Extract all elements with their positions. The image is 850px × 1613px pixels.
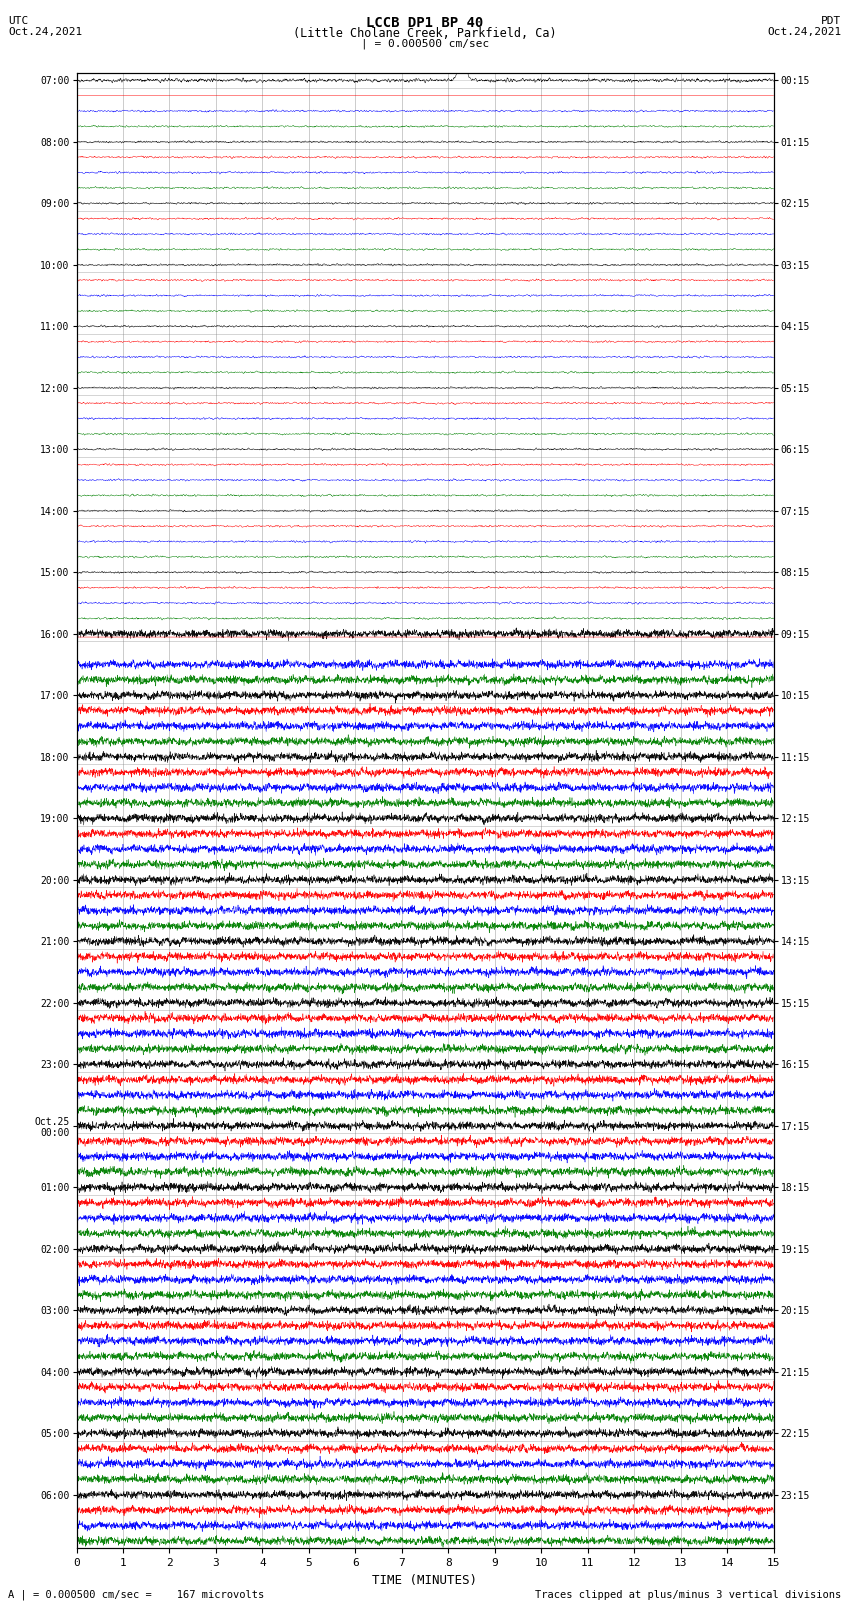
Text: A | = 0.000500 cm/sec =    167 microvolts: A | = 0.000500 cm/sec = 167 microvolts [8,1589,264,1600]
Text: UTC: UTC [8,16,29,26]
Text: Oct.24,2021: Oct.24,2021 [8,27,82,37]
X-axis label: TIME (MINUTES): TIME (MINUTES) [372,1574,478,1587]
Text: | = 0.000500 cm/sec: | = 0.000500 cm/sec [361,39,489,50]
Text: (Little Cholane Creek, Parkfield, Ca): (Little Cholane Creek, Parkfield, Ca) [293,27,557,40]
Text: LCCB DP1 BP 40: LCCB DP1 BP 40 [366,16,484,31]
Text: Oct.24,2021: Oct.24,2021 [768,27,842,37]
Text: PDT: PDT [821,16,842,26]
Text: Traces clipped at plus/minus 3 vertical divisions: Traces clipped at plus/minus 3 vertical … [536,1590,842,1600]
